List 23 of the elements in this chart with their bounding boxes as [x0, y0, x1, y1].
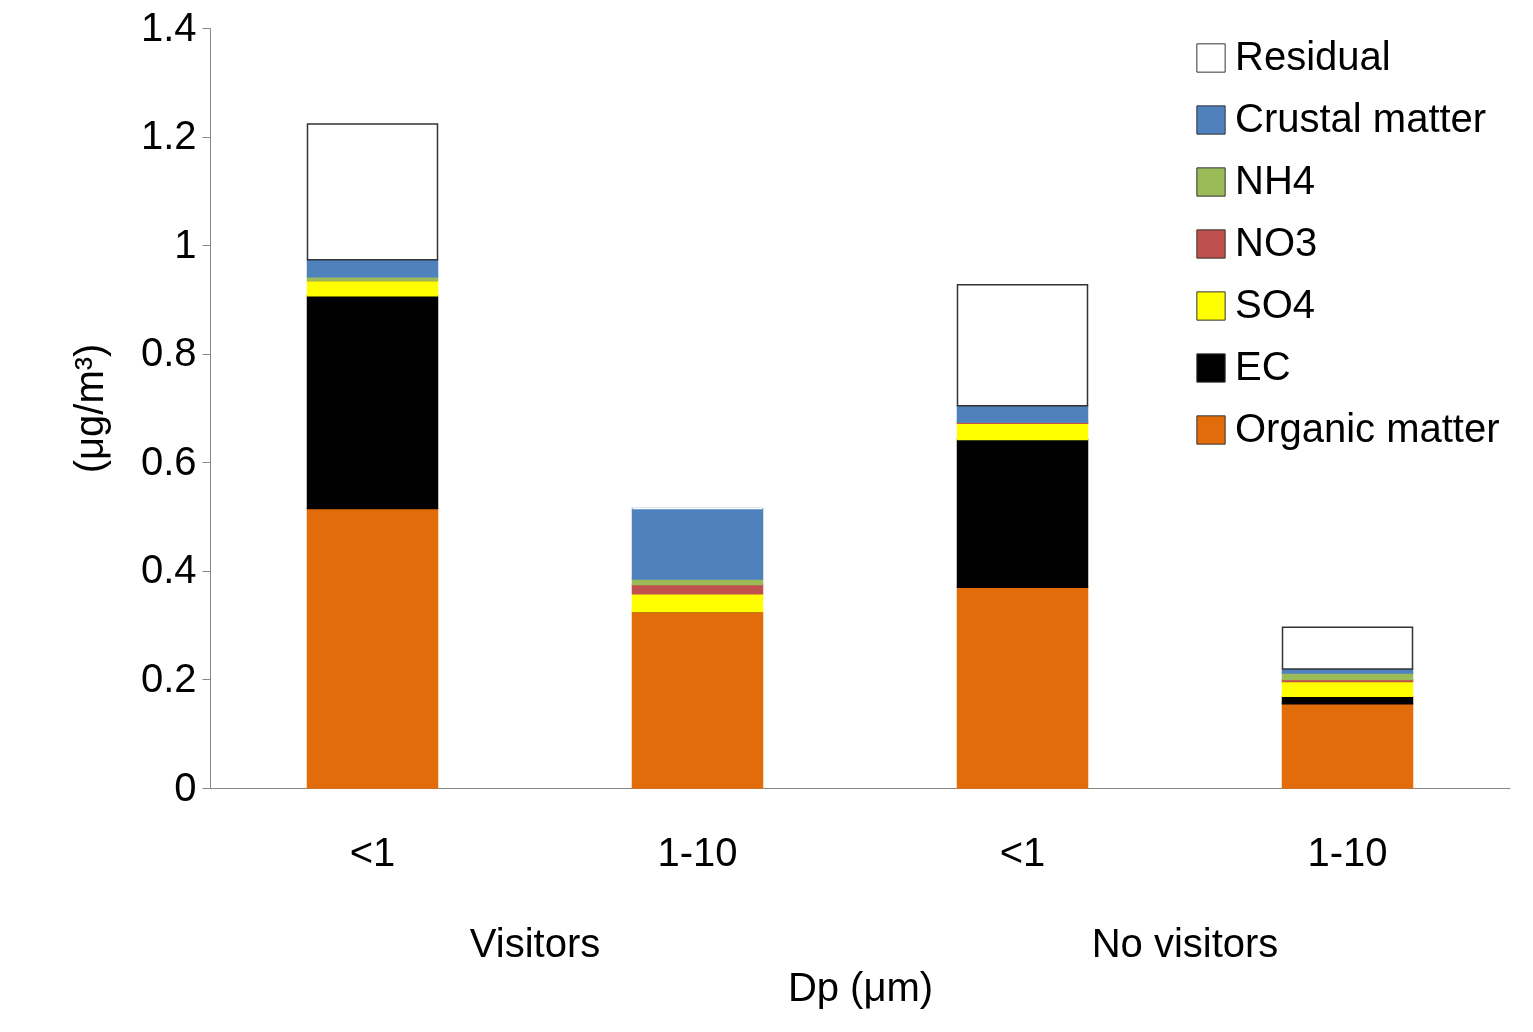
- y-axis-title: (μg/m³): [66, 343, 111, 474]
- legend-label: EC: [1235, 344, 1291, 388]
- y-tick-label: 0.2: [140, 655, 197, 700]
- y-tick-label: 0.8: [140, 330, 197, 375]
- y-tick-label: 1.4: [140, 4, 197, 49]
- legend-label: NH4: [1235, 158, 1316, 202]
- legend-label: Organic matter: [1235, 406, 1500, 450]
- text: Visitors: [469, 921, 601, 965]
- legend-label: NO3: [1235, 220, 1318, 264]
- legend-label: Residual: [1235, 34, 1391, 78]
- x-tick-label: <1: [999, 829, 1046, 874]
- x-tick-label: 1-10: [1307, 829, 1388, 874]
- y-tick-label: 1: [174, 221, 197, 266]
- y-tick-label: 1.2: [140, 113, 197, 158]
- legend-label: Crustal matter: [1235, 96, 1487, 140]
- x-axis-title: Dp (μm): [787, 964, 934, 1009]
- x-tick-label: 1-10: [657, 829, 738, 874]
- legend-label: SO4: [1235, 282, 1316, 326]
- y-tick-label: 0.6: [140, 438, 197, 483]
- y-tick-label: 0: [174, 764, 197, 809]
- text: No visitors: [1091, 921, 1279, 965]
- y-tick-label: 0.4: [140, 547, 197, 592]
- x-tick-label: <1: [349, 829, 396, 874]
